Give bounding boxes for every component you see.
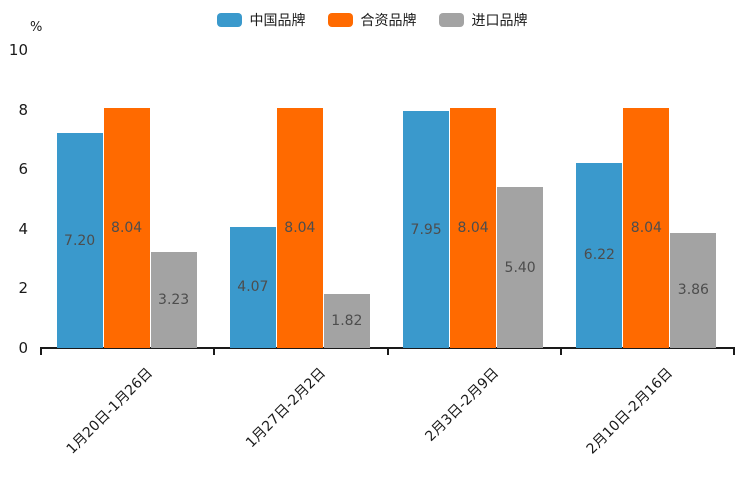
bar-进口品牌: 1.82 xyxy=(323,293,370,348)
bar-value-label: 1.82 xyxy=(331,312,363,329)
legend-swatch xyxy=(438,13,464,27)
legend-item: 进口品牌 xyxy=(438,10,528,30)
bar-中国品牌: 4.07 xyxy=(229,226,276,348)
bar-进口品牌: 5.40 xyxy=(497,187,544,348)
bar-value-label: 7.95 xyxy=(410,221,442,238)
bar-合资品牌: 8.04 xyxy=(450,108,497,348)
bar-value-label: 8.04 xyxy=(630,220,662,237)
legend-item: 中国品牌 xyxy=(216,10,306,30)
y-tick-label: 6 xyxy=(18,160,28,179)
legend-label: 合资品牌 xyxy=(360,13,417,29)
legend-label: 进口品牌 xyxy=(471,13,528,29)
y-tick-label: 4 xyxy=(18,219,28,238)
x-axis-tick xyxy=(559,349,562,355)
bar-合资品牌: 8.04 xyxy=(276,108,323,348)
x-category-label: 2月3日-2月9日 xyxy=(422,365,503,445)
bar-value-label: 3.86 xyxy=(677,282,709,299)
legend-label: 中国品牌 xyxy=(249,13,306,29)
bar-value-label: 8.04 xyxy=(457,220,489,237)
x-axis-tick xyxy=(386,349,389,355)
x-axis-tick xyxy=(213,349,216,355)
x-category-label: 1月27日-2月2日 xyxy=(243,365,330,452)
bar-合资品牌: 8.04 xyxy=(623,108,670,348)
bar-value-label: 4.07 xyxy=(237,279,269,296)
bar-value-label: 3.23 xyxy=(158,291,190,308)
bar-合资品牌: 8.04 xyxy=(103,108,150,348)
y-tick-label: 0 xyxy=(18,339,28,357)
bar-value-label: 8.04 xyxy=(111,220,143,237)
y-tick-label: 10 xyxy=(8,41,28,59)
y-tick-label: 2 xyxy=(18,279,28,298)
bar-中国品牌: 7.20 xyxy=(56,133,103,348)
bar-中国品牌: 7.95 xyxy=(403,111,450,348)
y-tick-label: 8 xyxy=(18,100,28,119)
x-category-label: 2月10日-2月16日 xyxy=(583,365,676,458)
bar-value-label: 5.40 xyxy=(504,259,536,276)
bar-中国品牌: 6.22 xyxy=(576,162,623,348)
legend-swatch xyxy=(327,13,353,27)
x-axis-tick xyxy=(733,349,735,355)
bar-value-label: 6.22 xyxy=(583,247,615,264)
x-category-label: 1月20日-1月26日 xyxy=(63,365,157,458)
legend-item: 合资品牌 xyxy=(327,10,417,30)
bar-value-label: 8.04 xyxy=(284,220,316,237)
legend: 中国品牌 合资品牌 进口品牌 xyxy=(0,10,744,30)
x-axis-line xyxy=(40,347,735,349)
bar-进口品牌: 3.86 xyxy=(670,232,717,348)
legend-swatch xyxy=(216,13,242,27)
bar-value-label: 7.20 xyxy=(64,232,96,249)
bar-进口品牌: 3.23 xyxy=(150,251,197,348)
x-axis-tick xyxy=(40,349,42,355)
y-axis-unit-label: % xyxy=(30,20,43,35)
